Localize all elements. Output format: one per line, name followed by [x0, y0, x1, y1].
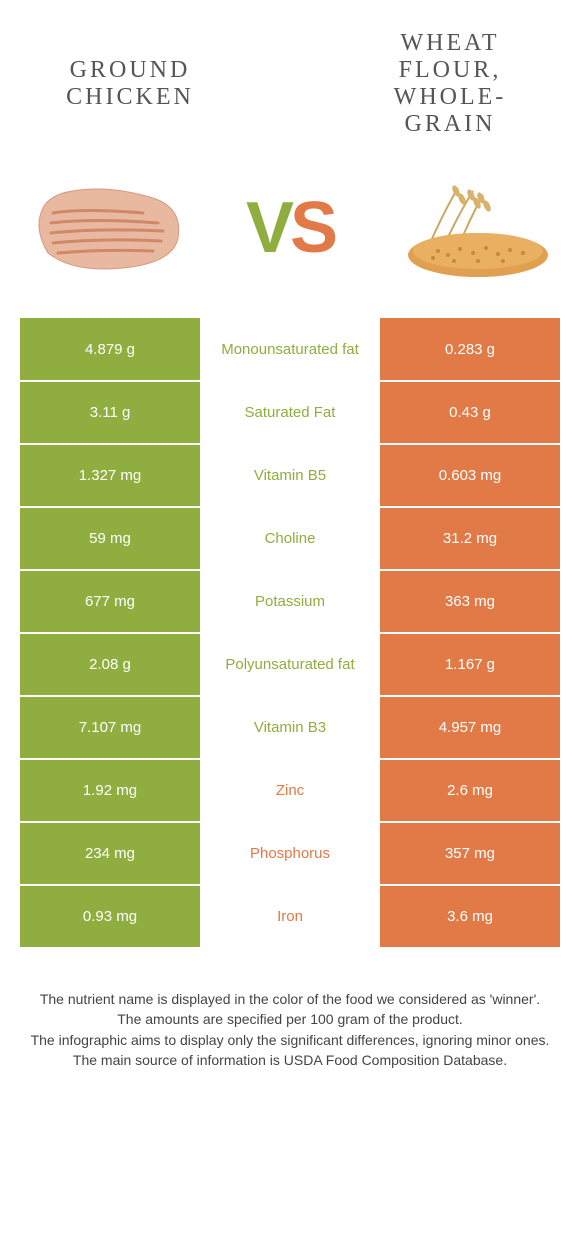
footer-line: The infographic aims to display only the…	[30, 1030, 550, 1050]
footer-notes: The nutrient name is displayed in the co…	[0, 949, 580, 1070]
nutrient-left-value: 1.327 mg	[20, 444, 200, 507]
footer-line: The amounts are specified per 100 gram o…	[30, 1009, 550, 1029]
nutrient-left-value: 7.107 mg	[20, 696, 200, 759]
images-row: VS	[0, 148, 580, 318]
nutrient-right-value: 0.43 g	[380, 381, 560, 444]
nutrient-right-value: 2.6 mg	[380, 759, 560, 822]
vs-s: S	[290, 188, 334, 268]
nutrient-right-value: 0.283 g	[380, 318, 560, 381]
nutrient-left-value: 1.92 mg	[20, 759, 200, 822]
table-row: 4.879 gMonounsaturated fat0.283 g	[20, 318, 560, 381]
food-title-right: Wheat flour, whole-grain	[350, 30, 550, 138]
table-row: 3.11 gSaturated Fat0.43 g	[20, 381, 560, 444]
table-row: 2.08 gPolyunsaturated fat1.167 g	[20, 633, 560, 696]
nutrient-label: Vitamin B5	[200, 444, 380, 507]
nutrient-right-value: 31.2 mg	[380, 507, 560, 570]
nutrient-label: Choline	[200, 507, 380, 570]
nutrient-label: Saturated Fat	[200, 381, 380, 444]
nutrient-left-value: 59 mg	[20, 507, 200, 570]
footer-line: The nutrient name is displayed in the co…	[30, 989, 550, 1009]
nutrient-label: Zinc	[200, 759, 380, 822]
food-image-right	[385, 168, 560, 288]
nutrient-left-value: 677 mg	[20, 570, 200, 633]
food-title-left: Ground chicken	[30, 57, 230, 111]
table-row: 59 mgCholine31.2 mg	[20, 507, 560, 570]
nutrient-table: 4.879 gMonounsaturated fat0.283 g3.11 gS…	[20, 318, 560, 949]
nutrient-right-value: 0.603 mg	[380, 444, 560, 507]
footer-line: The main source of information is USDA F…	[30, 1050, 550, 1070]
vs-label: VS	[246, 187, 334, 269]
nutrient-right-value: 357 mg	[380, 822, 560, 885]
nutrient-label: Polyunsaturated fat	[200, 633, 380, 696]
food-image-left	[20, 168, 195, 288]
nutrient-label: Phosphorus	[200, 822, 380, 885]
nutrient-right-value: 1.167 g	[380, 633, 560, 696]
table-row: 1.327 mgVitamin B50.603 mg	[20, 444, 560, 507]
nutrient-left-value: 4.879 g	[20, 318, 200, 381]
nutrient-label: Potassium	[200, 570, 380, 633]
nutrient-label: Monounsaturated fat	[200, 318, 380, 381]
vs-v: V	[246, 188, 290, 268]
nutrient-right-value: 4.957 mg	[380, 696, 560, 759]
table-row: 677 mgPotassium363 mg	[20, 570, 560, 633]
table-row: 7.107 mgVitamin B34.957 mg	[20, 696, 560, 759]
nutrient-label: Vitamin B3	[200, 696, 380, 759]
nutrient-right-value: 363 mg	[380, 570, 560, 633]
table-row: 234 mgPhosphorus357 mg	[20, 822, 560, 885]
table-row: 0.93 mgIron3.6 mg	[20, 885, 560, 948]
nutrient-left-value: 3.11 g	[20, 381, 200, 444]
nutrient-left-value: 234 mg	[20, 822, 200, 885]
nutrient-label: Iron	[200, 885, 380, 948]
nutrient-left-value: 2.08 g	[20, 633, 200, 696]
table-row: 1.92 mgZinc2.6 mg	[20, 759, 560, 822]
header-row: Ground chicken Wheat flour, whole-grain	[0, 0, 580, 148]
nutrient-left-value: 0.93 mg	[20, 885, 200, 948]
nutrient-right-value: 3.6 mg	[380, 885, 560, 948]
